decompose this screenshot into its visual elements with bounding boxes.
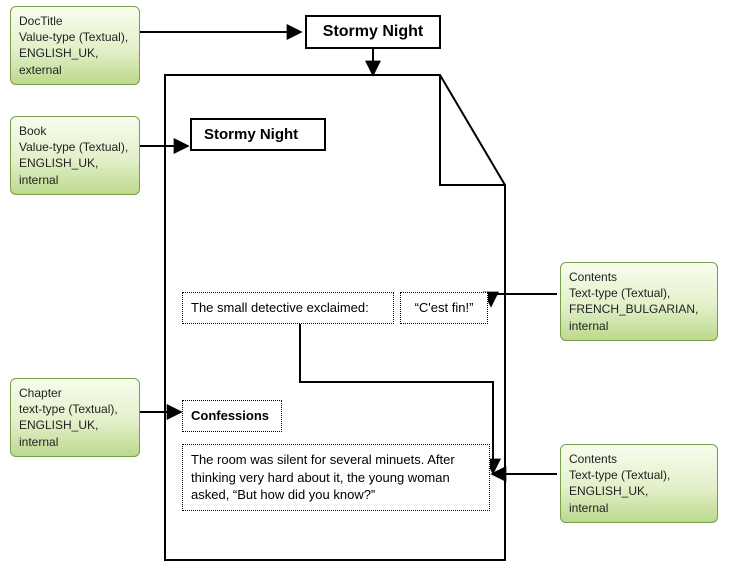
annot-line: ENGLISH_UK, (569, 483, 709, 499)
annot-book: Book Value-type (Textual), ENGLISH_UK, i… (10, 116, 140, 195)
annot-line: Contents (569, 451, 709, 467)
annot-line: internal (19, 434, 131, 450)
annot-contents-english: Contents Text-type (Textual), ENGLISH_UK… (560, 444, 718, 523)
annot-line: internal (569, 500, 709, 516)
node-booktitle: Stormy Night (190, 118, 326, 151)
annot-line: Text-type (Textual), (569, 467, 709, 483)
node-paragraph: The room was silent for several minuets.… (182, 444, 490, 511)
node-sentence: The small detective exclaimed: (182, 292, 394, 324)
node-doctitle: Stormy Night (305, 15, 441, 49)
annot-chapter: Chapter text-type (Textual), ENGLISH_UK,… (10, 378, 140, 457)
annot-line: Value-type (Textual), (19, 29, 131, 45)
page-fold (440, 75, 505, 185)
annot-doctitle: DocTitle Value-type (Textual), ENGLISH_U… (10, 6, 140, 85)
node-quote: “C'est fin!” (400, 292, 488, 324)
annot-line: Text-type (Textual), (569, 285, 709, 301)
arrow-4 (491, 294, 557, 305)
annot-line: ENGLISH_UK, (19, 155, 131, 171)
annot-line: external (19, 62, 131, 78)
annot-contents-french: Contents Text-type (Textual), FRENCH_BUL… (560, 262, 718, 341)
annot-line: DocTitle (19, 13, 131, 29)
annot-line: Value-type (Textual), (19, 139, 131, 155)
annot-line: internal (19, 172, 131, 188)
annot-line: ENGLISH_UK, (19, 45, 131, 61)
annot-line: Book (19, 123, 131, 139)
annot-line: text-type (Textual), (19, 401, 131, 417)
annot-line: ENGLISH_UK, (19, 417, 131, 433)
node-chapter: Confessions (182, 400, 282, 432)
annot-line: Contents (569, 269, 709, 285)
annot-line: Chapter (19, 385, 131, 401)
annot-line: internal (569, 318, 709, 334)
diagram-canvas: DocTitle Value-type (Textual), ENGLISH_U… (0, 0, 729, 572)
annot-line: FRENCH_BULGARIAN, (569, 301, 709, 317)
